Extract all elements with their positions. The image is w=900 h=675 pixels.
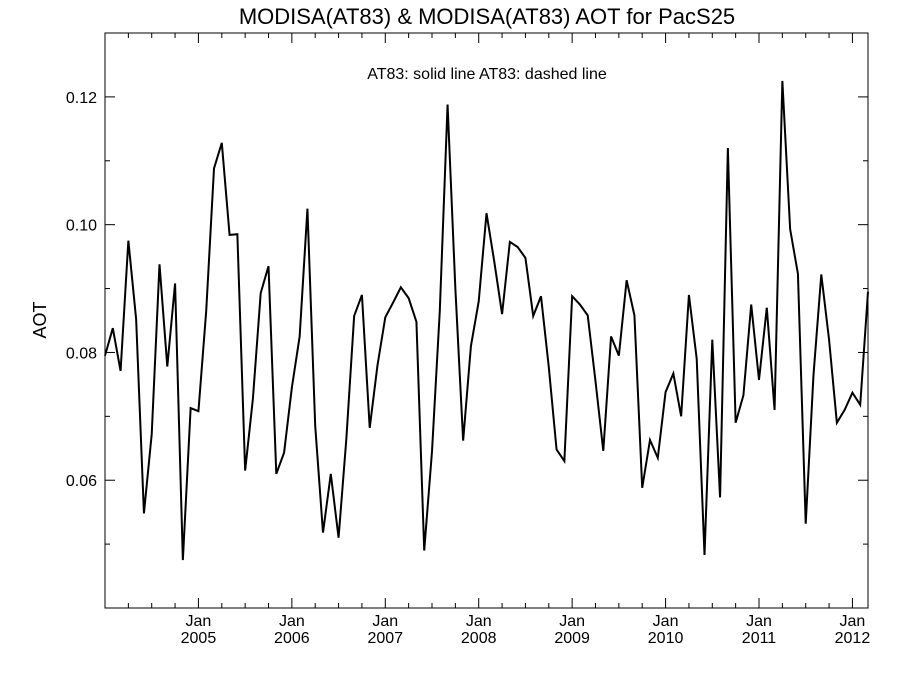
x-tick-year-label: 2009 — [554, 630, 590, 647]
x-tick-year-label: 2005 — [181, 630, 217, 647]
y-tick-label: 0.12 — [66, 90, 97, 107]
series-line — [104, 80, 869, 561]
x-tick-month-label: Jan — [466, 613, 492, 630]
x-tick-month-label: Jan — [653, 613, 679, 630]
series-group — [104, 80, 869, 561]
x-tick-year-label: 2007 — [367, 630, 403, 647]
x-tick-year-label: 2010 — [648, 630, 684, 647]
x-tick-year-label: 2012 — [835, 630, 871, 647]
x-tick-year-label: 2006 — [274, 630, 310, 647]
x-tick-month-label: Jan — [559, 613, 585, 630]
axis-tick-labels: 0.060.080.100.12Jan2005Jan2006Jan2007Jan… — [66, 90, 870, 647]
x-tick-month-label: Jan — [746, 613, 772, 630]
y-tick-label: 0.10 — [66, 218, 97, 235]
legend-annotation: AT83: solid line AT83: dashed line — [367, 66, 607, 83]
plot-frame — [104, 32, 869, 609]
x-tick-month-label: Jan — [840, 613, 866, 630]
y-tick-label: 0.08 — [66, 345, 97, 362]
chart-title: MODISA(AT83) & MODISA(AT83) AOT for PacS… — [239, 4, 735, 29]
axis-ticks — [105, 33, 868, 608]
x-tick-year-label: 2008 — [461, 630, 497, 647]
y-tick-label: 0.06 — [66, 473, 97, 490]
x-tick-month-label: Jan — [186, 613, 212, 630]
x-tick-month-label: Jan — [372, 613, 398, 630]
y-axis-label: AOT — [30, 301, 50, 338]
x-tick-year-label: 2011 — [742, 630, 777, 647]
x-tick-month-label: Jan — [279, 613, 305, 630]
